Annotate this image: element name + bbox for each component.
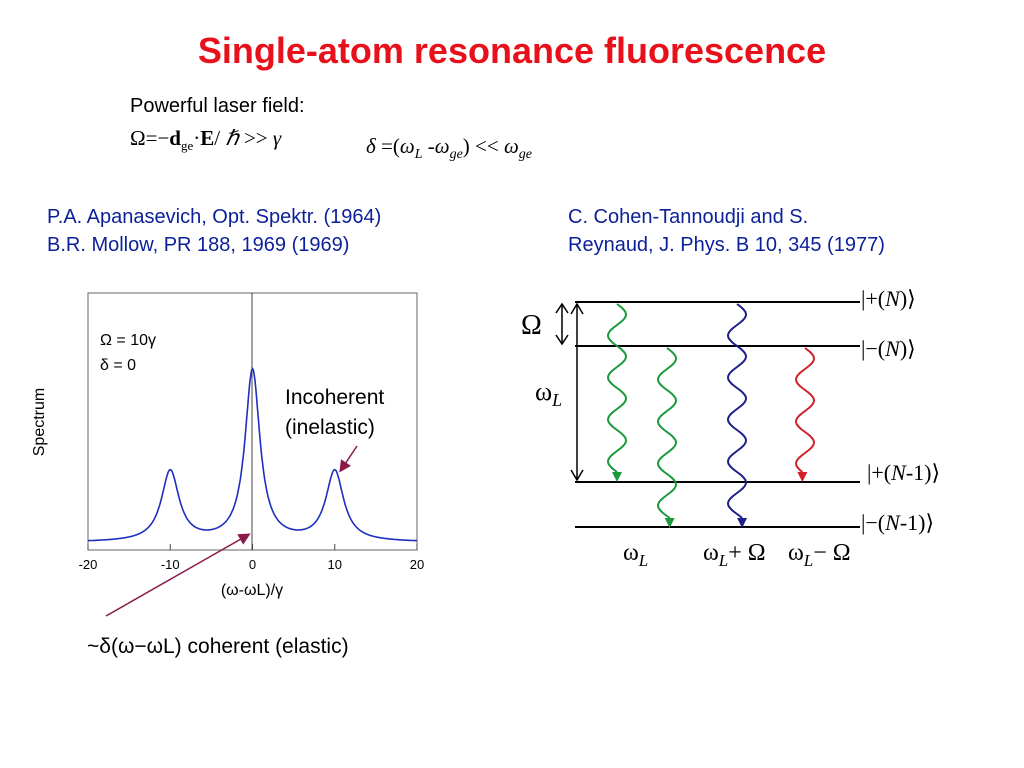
incoherent-line2: (inelastic) bbox=[285, 416, 375, 439]
navy-wave-plus-to-minus bbox=[726, 303, 748, 519]
spectrum-curve bbox=[87, 366, 418, 542]
reference-mollow: B.R. Mollow, PR 188, 1969 (1969) bbox=[47, 234, 350, 256]
freq-label-center: ωL bbox=[623, 540, 648, 570]
reference-cohen-tannoudji-line1: C. Cohen-Tannoudji and S. bbox=[568, 206, 809, 228]
dressed-state-diagram: Ω ωL |+(N)⟩ |−(N)⟩ |+(N-1)⟩ |−(N-1)⟩ ωL … bbox=[521, 286, 940, 570]
legend-rabi: Ω = 10γ bbox=[100, 332, 156, 349]
freq-label-upper: ωL+ Ω bbox=[703, 540, 766, 570]
navy-arrowhead bbox=[737, 518, 748, 528]
incoherent-line1: Incoherent bbox=[285, 386, 385, 409]
incoherent-label: Incoherent (inelastic) bbox=[285, 383, 384, 443]
references-right: C. Cohen-Tannoudji and S. Reynaud, J. Ph… bbox=[568, 203, 885, 259]
laser-field-label: Powerful laser field: bbox=[130, 95, 305, 117]
rabi-frequency-formula: Ω=−dge·E/ ℏ >> γ bbox=[130, 126, 282, 154]
red-arrowhead bbox=[797, 472, 808, 482]
ket-minus-n-1: |−(N-1)⟩ bbox=[861, 510, 934, 535]
mollow-spectrum-chart: -20 -10 0 10 20 Ω = 10γ δ = 0 Spectrum (ω-ωL… bbox=[31, 292, 424, 599]
green-arrowhead-2 bbox=[664, 518, 675, 528]
x-axis-label: (ω-ωL)/γ bbox=[221, 582, 283, 599]
x-tick-label: 20 bbox=[410, 557, 424, 572]
ket-minus-n: |−(N)⟩ bbox=[861, 336, 916, 361]
green-wave-minus-to-minus bbox=[656, 347, 678, 519]
laser-frequency-arrowheads bbox=[570, 302, 584, 482]
coherent-label: ~δ(ω−ωL) coherent (elastic) bbox=[87, 635, 349, 658]
rabi-omega-label: Ω bbox=[521, 310, 542, 341]
legend-detuning: δ = 0 bbox=[100, 357, 136, 374]
x-tick-label: -20 bbox=[79, 557, 98, 572]
laser-omega-label: ωL bbox=[535, 377, 562, 410]
slide-title: Single-atom resonance fluorescence bbox=[197, 30, 827, 71]
references-left: P.A. Apanasevich, Opt. Spektr. (1964) B.… bbox=[47, 203, 381, 259]
freq-label-lower: ωL− Ω bbox=[788, 540, 851, 570]
green-wave-plus-to-plus bbox=[606, 303, 628, 473]
ket-plus-n-1: |+(N-1)⟩ bbox=[867, 460, 940, 485]
x-axis-ticks: -20 -10 0 10 20 bbox=[79, 544, 424, 572]
rabi-splitting-arrowheads bbox=[555, 302, 569, 346]
x-tick-label: 0 bbox=[249, 557, 256, 572]
detuning-formula: δ =(ωL -ωge) << ωge bbox=[366, 134, 533, 163]
reference-cohen-tannoudji-line2: Reynaud, J. Phys. B 10, 345 (1977) bbox=[568, 234, 885, 256]
reference-apanasevich: P.A. Apanasevich, Opt. Spektr. (1964) bbox=[47, 206, 382, 228]
ket-plus-n: |+(N)⟩ bbox=[861, 286, 916, 311]
y-axis-label: Spectrum bbox=[31, 388, 48, 456]
x-tick-label: 10 bbox=[328, 557, 342, 572]
red-wave-minus-to-plus bbox=[794, 347, 816, 473]
x-tick-label: -10 bbox=[161, 557, 180, 572]
green-arrowhead-1 bbox=[612, 472, 622, 482]
